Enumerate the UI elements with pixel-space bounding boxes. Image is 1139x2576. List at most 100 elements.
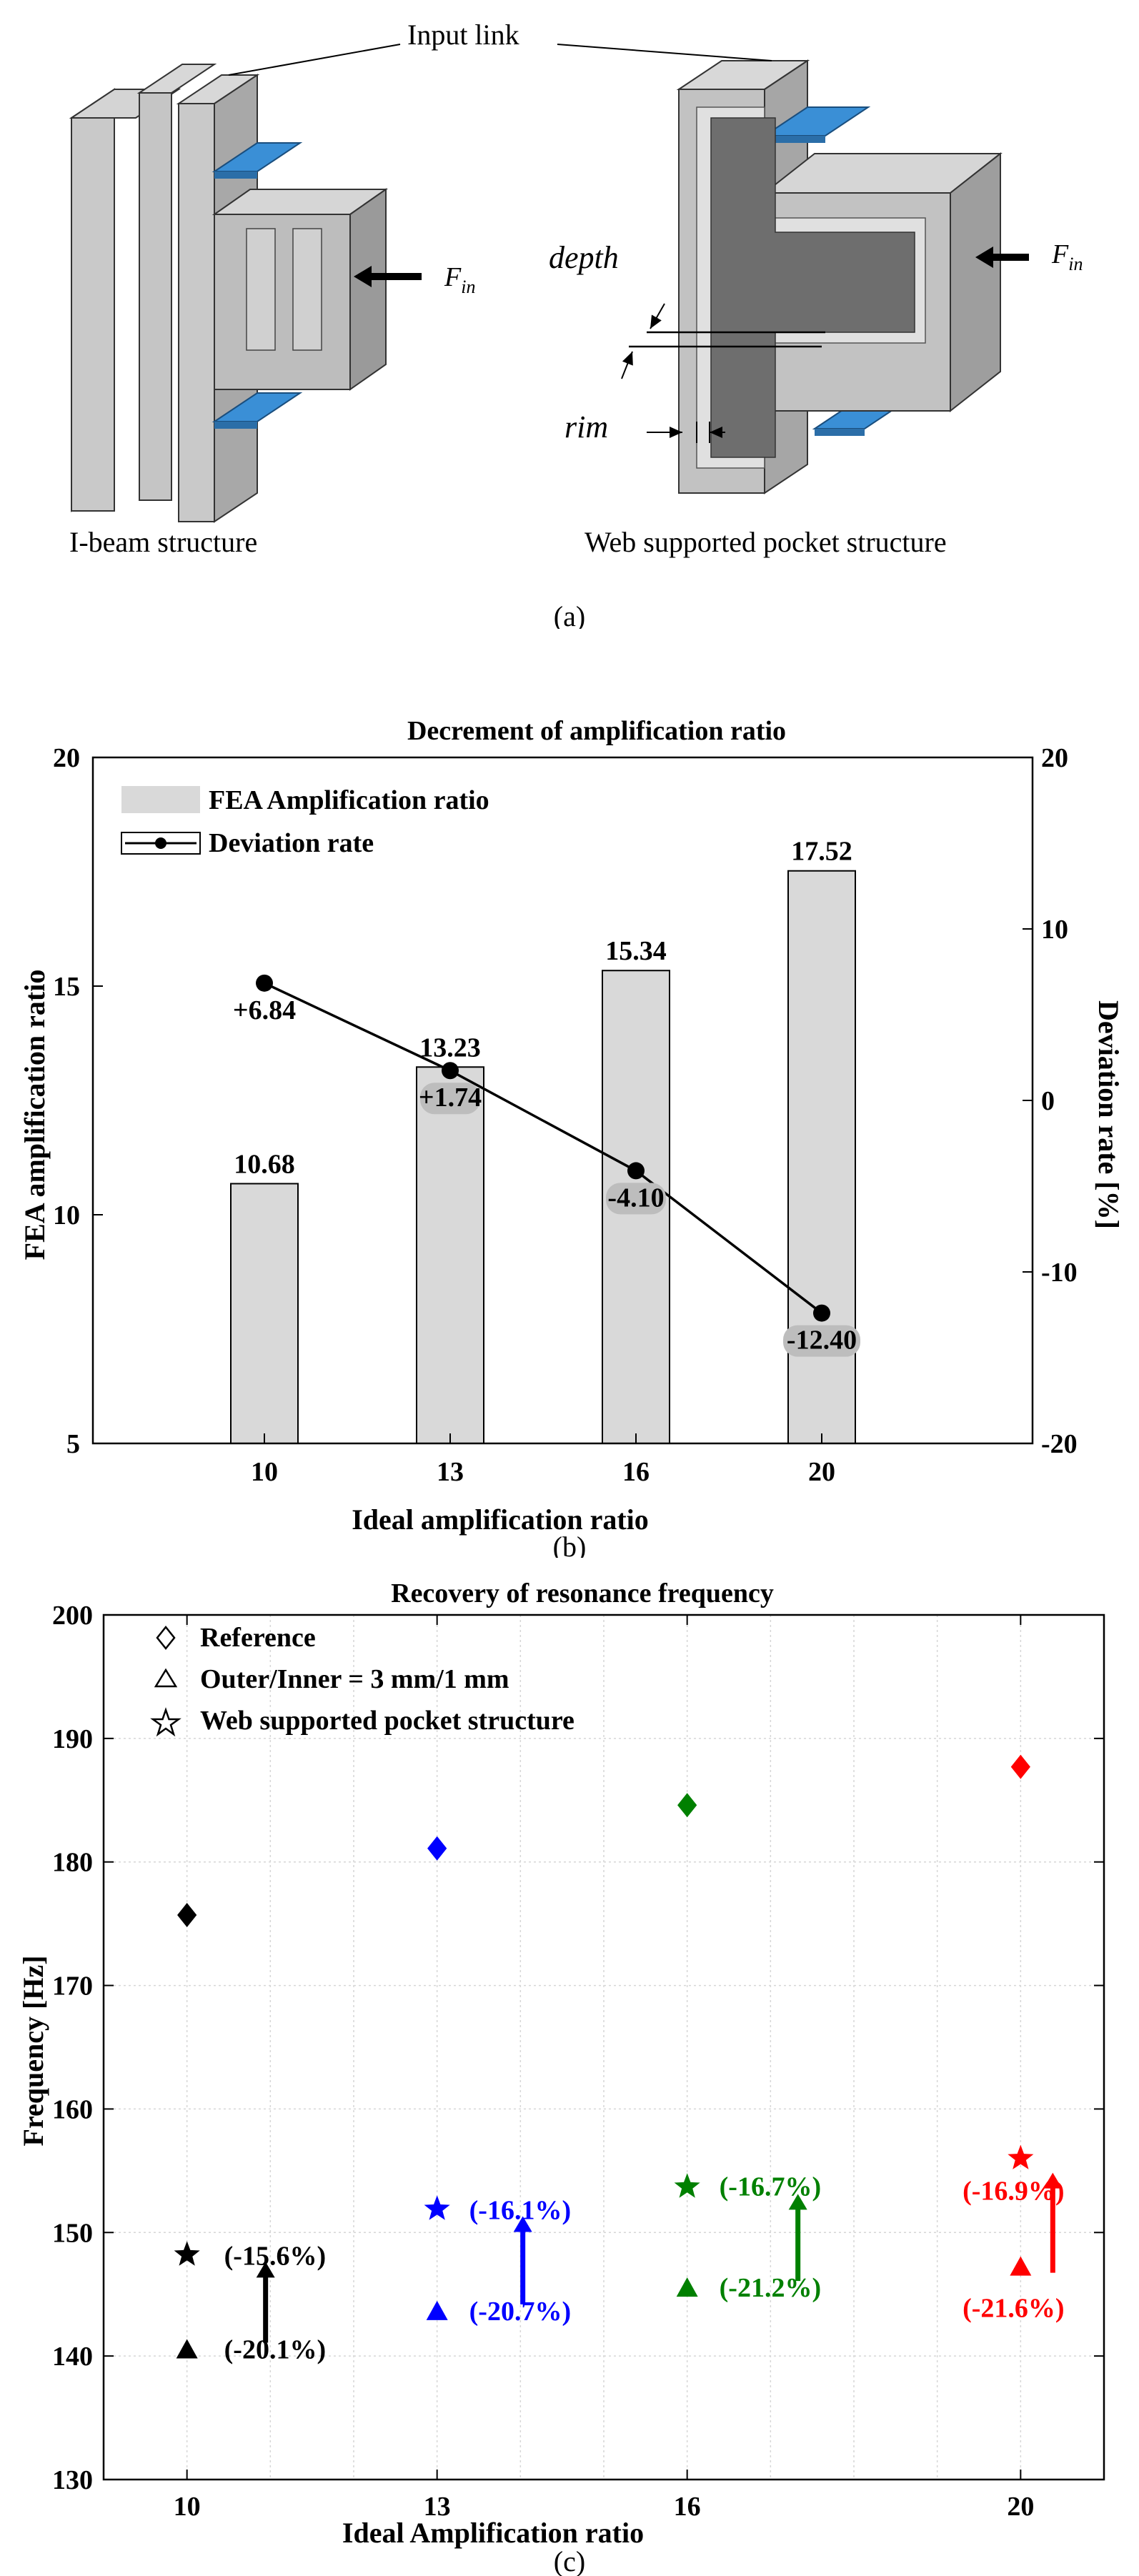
y2-tick-label: 0 bbox=[1041, 1086, 1055, 1116]
legend-reference-label: Reference bbox=[200, 1623, 316, 1653]
web-pocket-star-point bbox=[1008, 2144, 1034, 2169]
deviation-value-label: +6.84 bbox=[233, 995, 296, 1025]
deviation-line bbox=[264, 982, 823, 1314]
x-tick-label: 13 bbox=[424, 2492, 451, 2522]
y2-tick-label: 20 bbox=[1041, 743, 1068, 773]
y-tick-label: 160 bbox=[52, 2094, 93, 2124]
web-pocket-percent-label: (-16.7%) bbox=[720, 2172, 821, 2202]
chart-c-frequency: Recovery of resonance frequency 130 140 15… bbox=[17, 1579, 1105, 2576]
chart-b-xlabel: Ideal amplification ratio bbox=[352, 1503, 649, 1536]
chart-c-legend: Reference Outer/Inner = 3 mm/1 mm Web su… bbox=[150, 1623, 575, 1737]
chart-b-amplification: Decrement of amplification ratio 10.68 13… bbox=[19, 716, 1125, 1558]
chart-c-ylabel: Frequency [Hz] bbox=[17, 1956, 49, 2147]
panel-a-label: (a) bbox=[554, 600, 585, 629]
x-tick-label: 20 bbox=[808, 1457, 835, 1487]
legend-diamond-icon bbox=[156, 1625, 176, 1651]
outer-inner-percent-label: (-20.1%) bbox=[224, 2335, 326, 2365]
force-arrow-right-icon bbox=[975, 247, 1029, 268]
force-arrow-left-icon bbox=[354, 266, 422, 287]
y-tick-label: 5 bbox=[66, 1429, 80, 1459]
web-pocket-percent-label: (-15.6%) bbox=[224, 2241, 326, 2271]
depth-label: depth bbox=[549, 240, 619, 275]
legend-outer-inner-label: Outer/Inner = 3 mm/1 mm bbox=[200, 1664, 509, 1694]
deviation-label-bg bbox=[783, 1325, 860, 1357]
bar-value-label: 15.34 bbox=[605, 936, 667, 966]
deviation-point bbox=[256, 974, 273, 992]
y-tick-label: 200 bbox=[52, 1601, 93, 1631]
chart-c-plot-frame bbox=[102, 1613, 1105, 2481]
force-label-right: Fin bbox=[1051, 239, 1083, 274]
x-tick-label: 20 bbox=[1007, 2492, 1034, 2522]
panel-c-label: (c) bbox=[554, 2545, 585, 2576]
y-tick-label: 20 bbox=[53, 743, 80, 773]
chart-b-title: Decrement of amplification ratio bbox=[407, 716, 786, 746]
panel-a-schematic: Fin Fin Input link depth rim I-beam bbox=[69, 19, 1083, 629]
chart-b-legend: FEA Amplification ratio Deviation rate bbox=[121, 785, 489, 858]
reference-diamond-point bbox=[427, 1836, 447, 1861]
input-link-leader-left bbox=[228, 44, 401, 76]
web-pocket-star-point bbox=[174, 2241, 200, 2266]
recovery-arrow-head-icon bbox=[256, 2262, 275, 2278]
outer-inner-triangle-point bbox=[676, 2277, 698, 2297]
web-pocket-percent-label: (-16.1%) bbox=[469, 2195, 571, 2225]
x-tick-label: 10 bbox=[251, 1457, 278, 1487]
bar bbox=[416, 1066, 484, 1444]
deviation-value-label: +1.74 bbox=[419, 1083, 482, 1113]
rim-label: rim bbox=[564, 409, 608, 444]
web-pocket-structure-drawing bbox=[676, 59, 1003, 494]
reference-diamond-point bbox=[1010, 1754, 1030, 1779]
deviation-value-label: -4.10 bbox=[607, 1183, 664, 1213]
y-tick-label: 180 bbox=[52, 1848, 93, 1878]
y-tick-label: 190 bbox=[52, 1724, 93, 1754]
x-tick-label: 16 bbox=[622, 1457, 650, 1487]
force-label-left: Fin bbox=[444, 262, 475, 297]
outer-inner-triangle-point bbox=[1010, 2256, 1032, 2276]
y-tick-label: 10 bbox=[53, 1200, 80, 1230]
legend-line-box bbox=[121, 832, 201, 855]
x-tick-label: 10 bbox=[174, 2492, 201, 2522]
deviation-value-label: -12.40 bbox=[787, 1326, 857, 1356]
depth-arrow-top-icon bbox=[650, 303, 665, 329]
bar-value-label: 13.23 bbox=[419, 1033, 481, 1063]
outer-inner-triangle-point bbox=[426, 2300, 448, 2320]
legend-bar-swatch bbox=[121, 786, 200, 813]
y-tick-label: 170 bbox=[52, 1971, 93, 2001]
y2-tick-label: 10 bbox=[1041, 915, 1068, 945]
legend-star-icon bbox=[150, 1707, 181, 1737]
web-caption: Web supported pocket structure bbox=[585, 526, 947, 558]
y-tick-label: 15 bbox=[53, 972, 80, 1002]
recovery-arrow-head-icon bbox=[1043, 2172, 1063, 2189]
web-pocket-star-point bbox=[674, 2173, 700, 2198]
panel-b-label: (b) bbox=[553, 1531, 587, 1558]
deviation-label-bg bbox=[420, 1083, 480, 1115]
input-link-label: Input link bbox=[407, 19, 519, 51]
legend-web-pocket-label: Web supported pocket structure bbox=[200, 1706, 575, 1736]
deviation-point bbox=[442, 1062, 459, 1080]
bar-value-label: 10.68 bbox=[234, 1149, 295, 1179]
recovery-arrow-head-icon bbox=[788, 2194, 807, 2210]
legend-bar-label: FEA Amplification ratio bbox=[209, 785, 489, 815]
y2-tick-label: -10 bbox=[1041, 1258, 1078, 1288]
y-tick-label: 130 bbox=[52, 2465, 93, 2495]
deviation-point bbox=[627, 1162, 645, 1180]
chart-c-xlabel: Ideal Amplification ratio bbox=[342, 2517, 644, 2549]
depth-arrow-bottom-icon bbox=[621, 351, 633, 379]
x-tick-label: 13 bbox=[437, 1457, 464, 1487]
chart-b-ylabel: FEA amplification ratio bbox=[19, 970, 51, 1260]
ibeam-structure-drawing bbox=[69, 64, 389, 523]
recovery-arrow-head-icon bbox=[513, 2216, 532, 2232]
chart-c-title: Recovery of resonance frequency bbox=[391, 1579, 774, 1608]
outer-inner-triangle-point bbox=[176, 2339, 198, 2359]
legend-triangle-icon bbox=[154, 1668, 178, 1688]
outer-inner-percent-label: (-21.2%) bbox=[720, 2273, 821, 2303]
reference-diamond-point bbox=[177, 1903, 197, 1928]
legend-line-label: Deviation rate bbox=[209, 828, 374, 858]
y-tick-label: 140 bbox=[52, 2342, 93, 2372]
web-pocket-star-point bbox=[424, 2195, 450, 2220]
legend-line-marker bbox=[155, 837, 166, 849]
web-pocket-percent-label: (-16.9%) bbox=[963, 2177, 1064, 2207]
outer-inner-percent-label: (-20.7%) bbox=[469, 2297, 571, 2327]
x-tick-label: 16 bbox=[674, 2492, 701, 2522]
bar bbox=[787, 870, 856, 1445]
deviation-label-bg bbox=[606, 1183, 666, 1215]
